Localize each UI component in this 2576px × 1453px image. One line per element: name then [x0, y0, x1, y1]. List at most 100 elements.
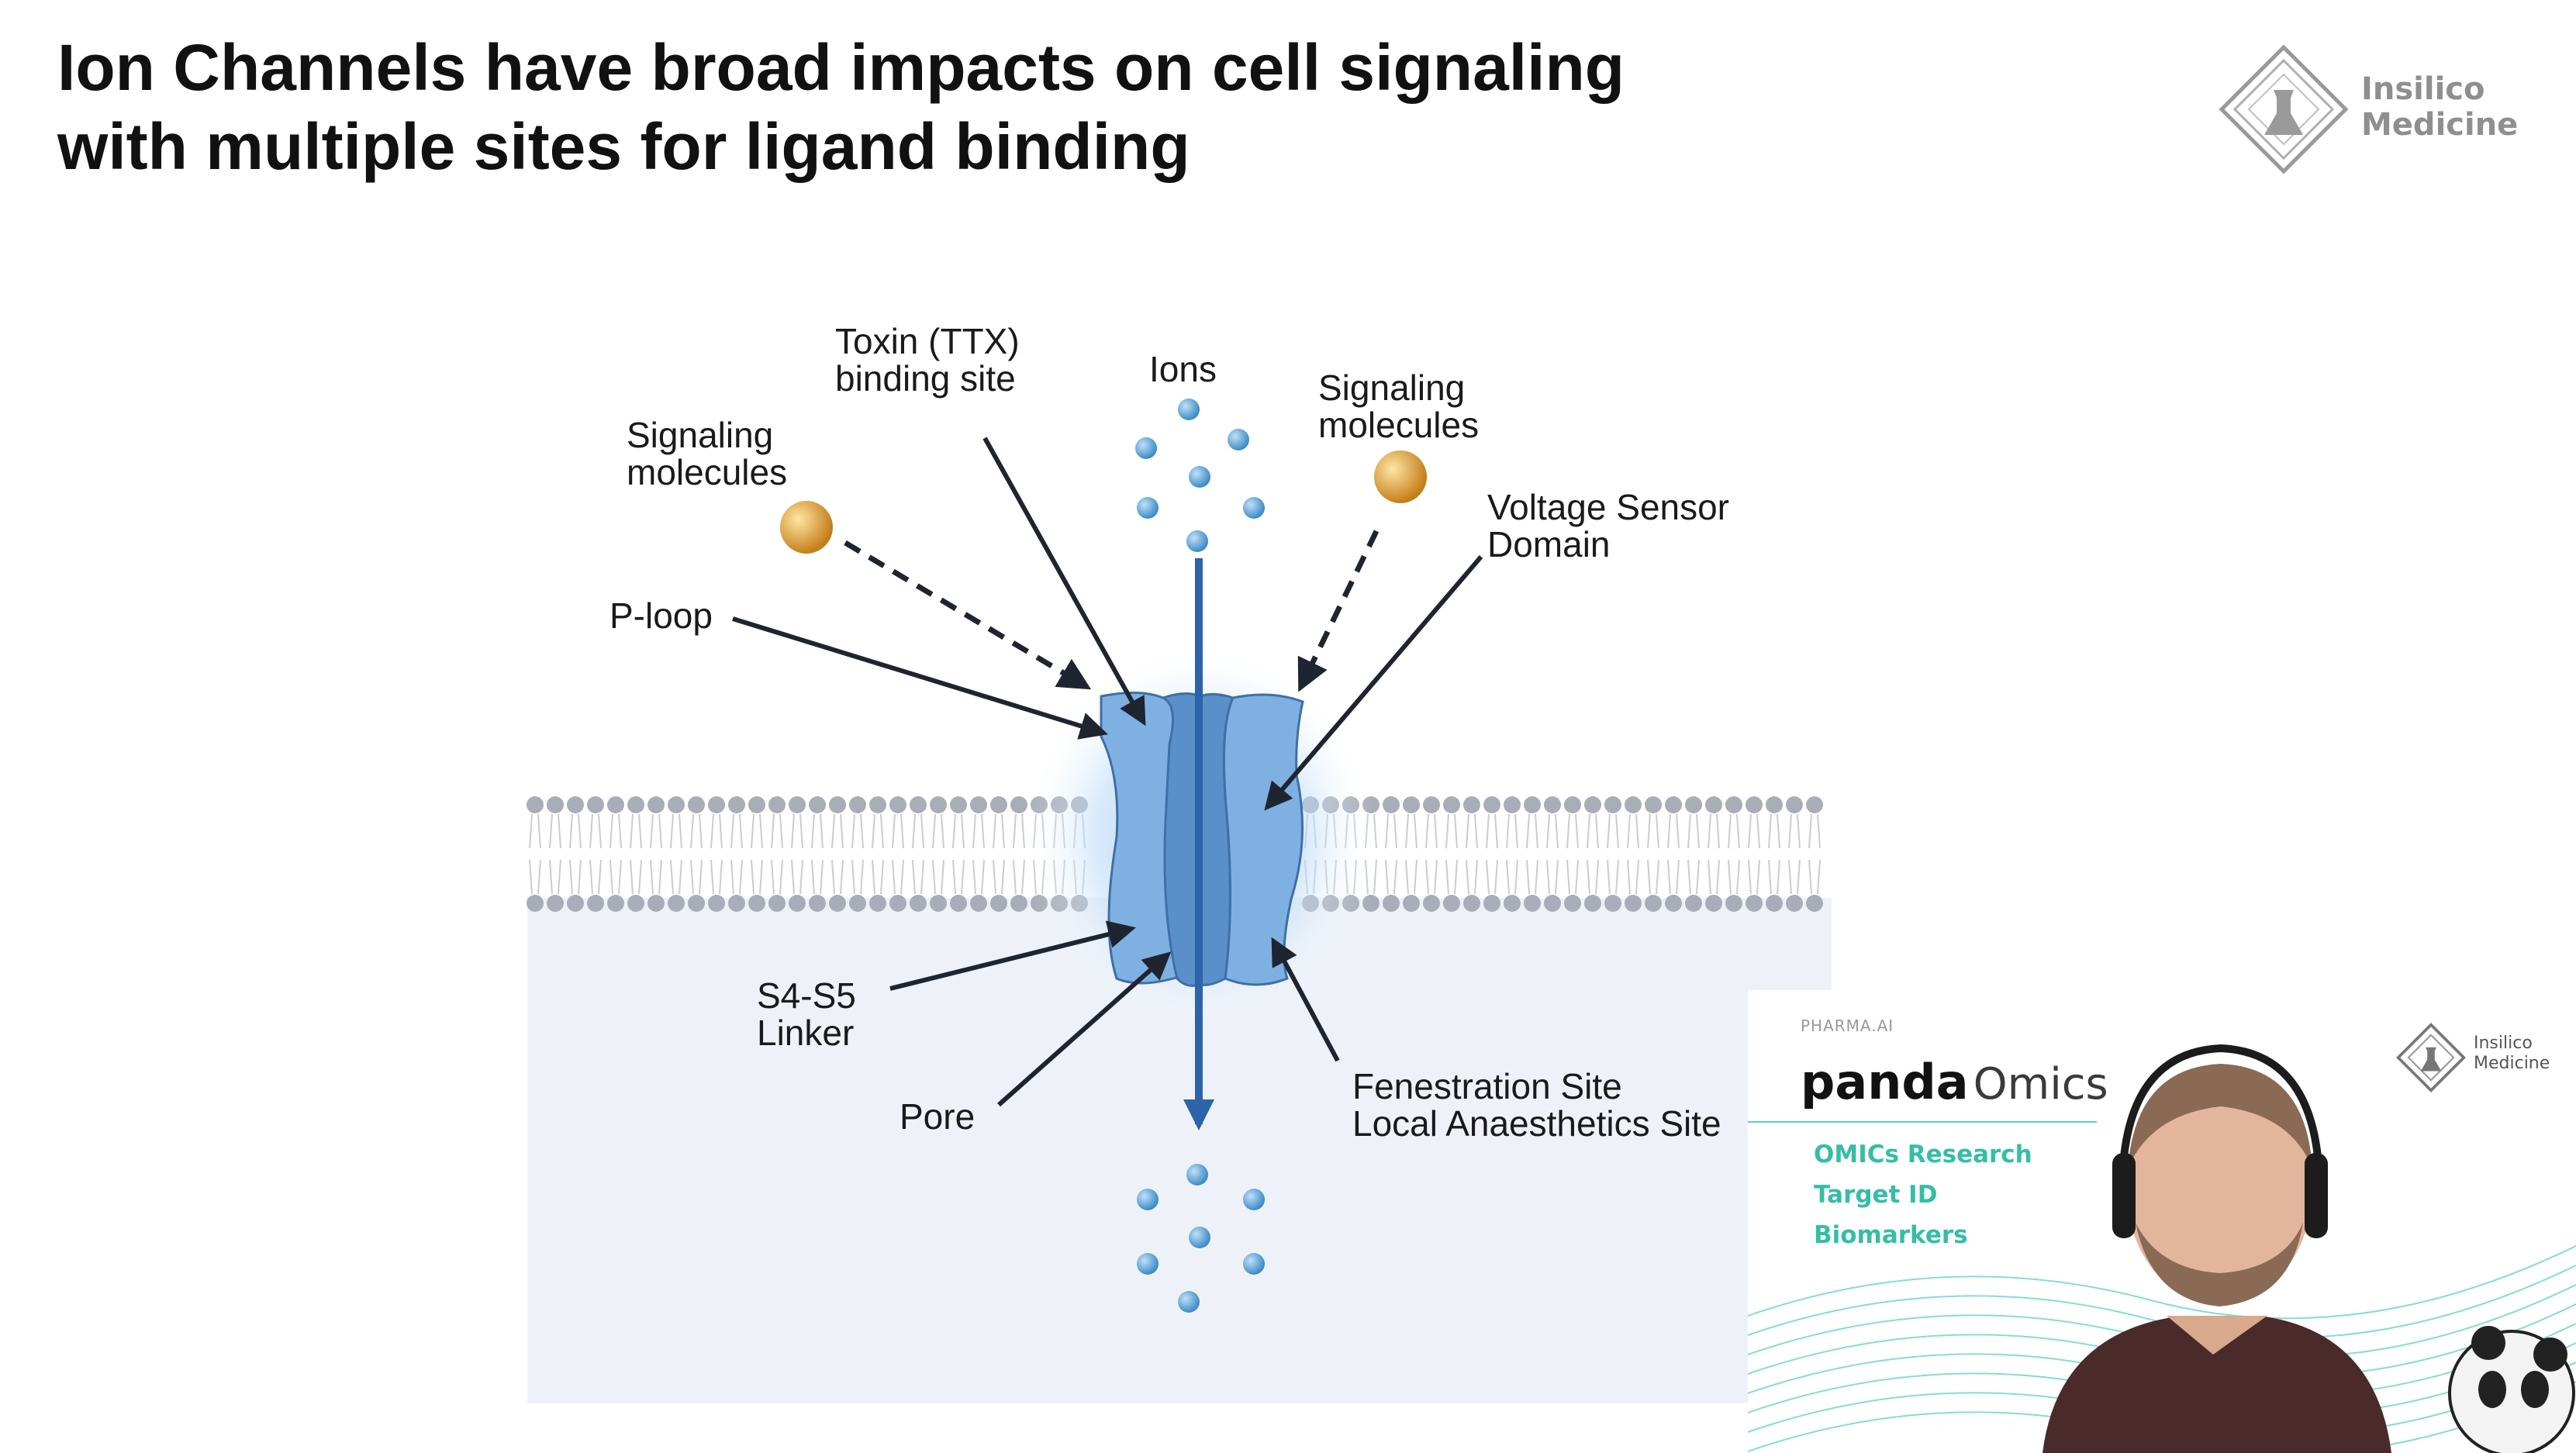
lipid-tail	[1768, 859, 1780, 895]
lipid-head	[647, 895, 665, 912]
logo-line-2: Medicine	[2361, 107, 2519, 143]
lipid-tail	[609, 859, 622, 895]
signaling-left-label: Signaling molecules	[627, 415, 788, 492]
s4s5-label: S4-S5 Linker	[757, 975, 856, 1053]
lipid-head	[930, 796, 947, 813]
slide-title: Ion Channels have broad impacts on cell …	[57, 28, 1841, 186]
ion	[1243, 497, 1265, 519]
lipid-head	[728, 895, 745, 912]
lipid-head	[688, 796, 705, 813]
lipid-head	[1645, 895, 1662, 912]
lipid-head	[647, 796, 665, 813]
lipid-head	[869, 796, 886, 813]
lipid-head	[1403, 796, 1420, 813]
lipid-tail	[1506, 859, 1518, 895]
lipid-tail	[892, 859, 904, 895]
ions-top-group	[1135, 399, 1265, 552]
lipid-tail	[589, 813, 602, 849]
lipid-tail	[952, 813, 965, 849]
lipid-head	[668, 895, 685, 912]
lipid-tail	[1607, 859, 1619, 895]
lipid-head	[1010, 895, 1027, 912]
lipid-tail	[912, 859, 924, 895]
pharma-ai-label: PHARMA.AI	[1801, 1016, 1894, 1035]
lipid-head	[869, 895, 886, 912]
toxin-label: Toxin (TTX) binding site	[835, 321, 1020, 399]
lipid-head	[829, 796, 846, 813]
signaling-molecule-right	[1374, 450, 1427, 503]
s4s5-arrow	[889, 920, 1136, 991]
lipid-tail	[811, 859, 824, 895]
lipid-head	[1806, 895, 1823, 912]
lipid-tail	[831, 859, 844, 895]
lipid-tail	[690, 859, 703, 895]
lipid-head	[789, 895, 806, 912]
lipid-head	[789, 796, 806, 813]
lipid-tail	[1405, 813, 1417, 849]
toxin-arrow	[982, 437, 1146, 726]
lipid-tail	[730, 859, 743, 895]
lipid-head	[889, 796, 906, 813]
lipid-tail	[630, 813, 642, 849]
lipid-head	[748, 796, 765, 813]
insilico-logo-small-icon	[2396, 1023, 2466, 1092]
ions-label: Ions	[1149, 349, 1217, 389]
insilico-logo-text: Insilico Medicine	[2361, 71, 2518, 143]
lipid-head	[1544, 796, 1561, 813]
ion	[1189, 466, 1210, 488]
lipid-head	[1483, 796, 1500, 813]
lipid-head	[1786, 895, 1803, 912]
lipid-tail	[771, 813, 783, 849]
ion	[1189, 1227, 1210, 1248]
lipid-head	[688, 895, 705, 912]
lipid-tail	[670, 859, 682, 895]
speaker-video-overlay: PHARMA.AI panda Omics OMICs Research Targ…	[1748, 990, 2576, 1453]
lipid-tail	[1687, 859, 1700, 895]
lipid-tail	[710, 813, 723, 849]
ion	[1228, 429, 1249, 450]
speaker	[2042, 1044, 2391, 1453]
lipid-tail	[791, 813, 803, 849]
lipid-head	[587, 796, 604, 813]
lipid-head	[1504, 796, 1521, 813]
ion	[1178, 1291, 1200, 1313]
lipid-head	[1584, 796, 1601, 813]
lipid-head	[768, 796, 786, 813]
lipid-head	[1645, 796, 1662, 813]
insilico-logo-small-text: Insilico Medicine	[2474, 1034, 2550, 1073]
lipid-head	[1604, 796, 1621, 813]
ion	[1243, 1253, 1265, 1275]
lipid-tail	[791, 859, 803, 895]
lipid-head	[1463, 895, 1480, 912]
title-line-2: with multiple sites for ligand binding	[57, 110, 1190, 183]
lipid-head	[1746, 895, 1763, 912]
signaling-left-arrow	[844, 540, 1092, 690]
lipid-tail	[1546, 859, 1559, 895]
lipid-tail	[1486, 859, 1498, 895]
lipid-tail	[690, 813, 703, 849]
video-menu: OMICs Research Target ID Biomarkers	[1814, 1134, 2032, 1255]
lipid-head	[1524, 895, 1541, 912]
lipid-head	[748, 895, 765, 912]
lipid-tail	[1808, 813, 1821, 849]
insilico-logo-small: Insilico Medicine	[2396, 1023, 2567, 1100]
ion	[1186, 1164, 1208, 1186]
lipid-head	[1524, 796, 1541, 813]
lipid-head	[527, 895, 544, 912]
lipid-head	[1403, 895, 1420, 912]
lipid-head	[607, 895, 624, 912]
lipid-tail	[730, 813, 743, 849]
lipid-tail	[851, 813, 864, 849]
fenestration-arrow	[1271, 937, 1340, 1062]
lipid-head	[950, 895, 967, 912]
lipid-tail	[1768, 813, 1780, 849]
lipid-head	[1443, 796, 1460, 813]
lipid-tail	[1788, 813, 1801, 849]
lipid-tail	[670, 813, 682, 849]
lipid-tail	[589, 859, 602, 895]
video-menu-item: Target ID	[1814, 1181, 1938, 1209]
lipid-head	[1625, 895, 1642, 912]
lipid-tail	[892, 813, 904, 849]
lipid-tail	[872, 859, 884, 895]
